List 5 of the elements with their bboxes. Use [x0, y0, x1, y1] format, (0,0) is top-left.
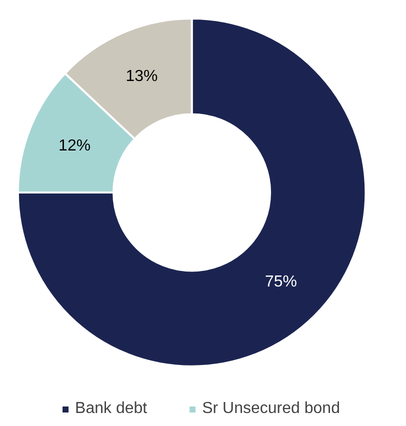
legend-label: Sr Unsecured bond [202, 400, 340, 418]
data-label: 13% [126, 68, 158, 85]
data-label: 12% [58, 137, 91, 154]
legend-label: Bank debt [75, 400, 148, 418]
data-label: 75% [264, 273, 297, 290]
